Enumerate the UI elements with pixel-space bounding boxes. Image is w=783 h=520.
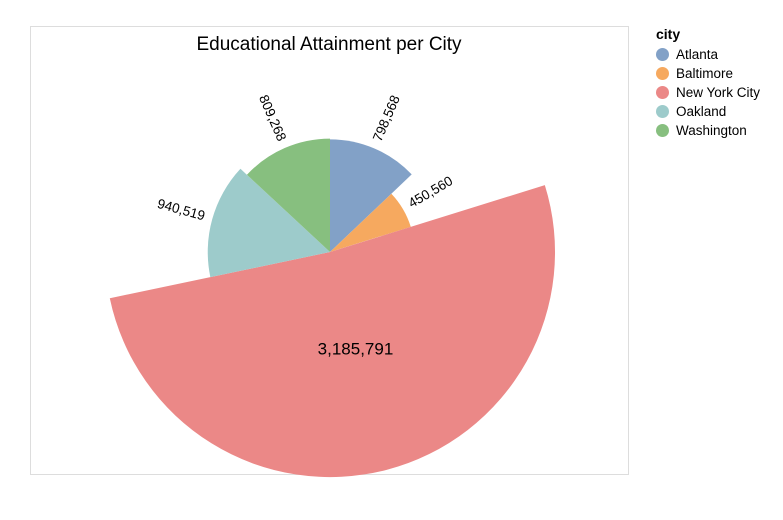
slice-label: 3,185,791 bbox=[318, 339, 394, 358]
slice-label: 798,568 bbox=[370, 93, 403, 144]
slice-label: 940,519 bbox=[156, 196, 207, 224]
legend-item-atlanta: Atlanta bbox=[656, 45, 760, 64]
legend-swatch bbox=[656, 105, 669, 118]
legend: city Atlanta Baltimore New York City Oaklan… bbox=[656, 26, 760, 140]
legend-swatch bbox=[656, 86, 669, 99]
legend-item-oakland: Oakland bbox=[656, 102, 760, 121]
chart-title: Educational Attainment per City bbox=[196, 34, 462, 55]
slice-oakland bbox=[207, 168, 330, 278]
legend-title: city bbox=[656, 26, 681, 42]
slice-atlanta bbox=[330, 139, 412, 252]
legend-item-new-york-city: New York City bbox=[656, 83, 760, 102]
legend-label: Atlanta bbox=[676, 47, 719, 62]
legend-label: Baltimore bbox=[676, 66, 734, 81]
legend-label: New York City bbox=[676, 85, 761, 100]
pie-slices bbox=[109, 138, 556, 478]
legend-item-washington: Washington bbox=[656, 121, 760, 140]
legend-label: Washington bbox=[676, 123, 747, 138]
legend-swatch bbox=[656, 67, 669, 80]
legend-items: Atlanta Baltimore New York City Oakland Wash… bbox=[656, 45, 760, 140]
legend-label: Oakland bbox=[676, 104, 727, 119]
legend-swatch bbox=[656, 48, 669, 61]
legend-swatch bbox=[656, 124, 669, 137]
slice-baltimore bbox=[330, 193, 411, 252]
chart-svg: Educational Attainment per City 798,5684… bbox=[109, 34, 556, 478]
slice-washington bbox=[246, 138, 330, 252]
slice-new-york-city bbox=[109, 185, 556, 478]
legend-item-baltimore: Baltimore bbox=[656, 64, 760, 83]
slice-label: 809,268 bbox=[256, 93, 289, 144]
slice-label: 450,560 bbox=[406, 173, 456, 211]
